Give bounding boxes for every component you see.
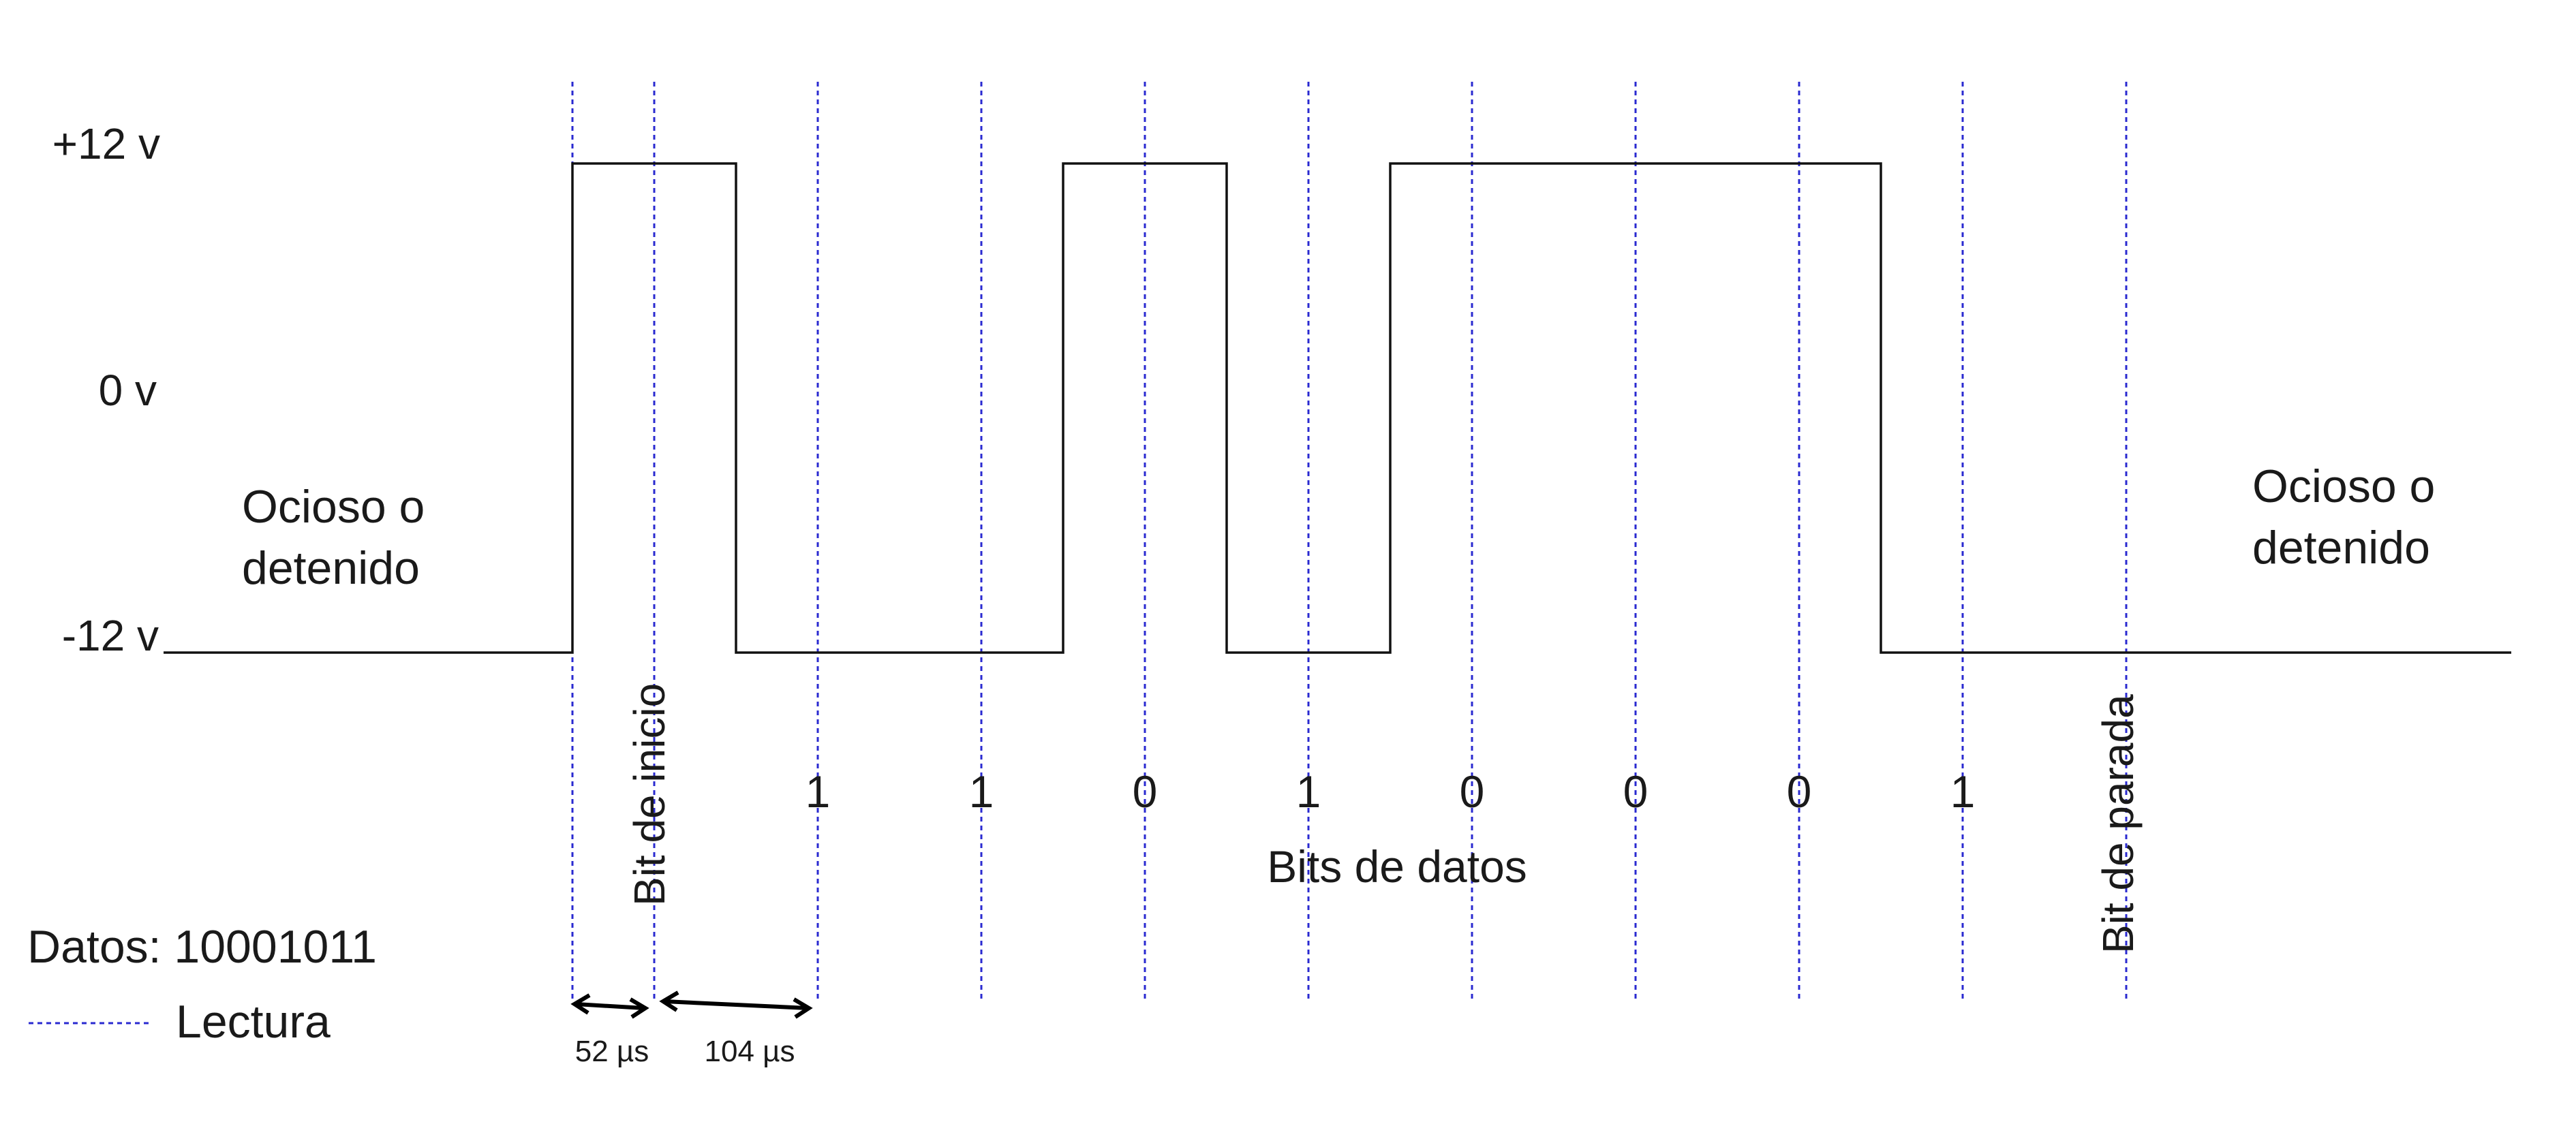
data-bits-label: Bits de datos [1267, 841, 1527, 892]
signal-waveform [164, 162, 2511, 654]
voltage-label-low: -12 v [62, 611, 159, 660]
stop-bit-label: Bit de parada [2094, 694, 2143, 954]
idle-label-left-line-2: detenido [242, 542, 420, 594]
bit-value: 0 [1623, 766, 1649, 817]
bit-value: 1 [806, 766, 831, 817]
bit-value: 1 [969, 766, 994, 817]
read-legend-label: Lectura [176, 996, 331, 1048]
bit-value: 1 [1296, 766, 1321, 817]
bit-value: 0 [1133, 766, 1158, 817]
idle-label-left-line-1: Ocioso o [242, 481, 425, 533]
start-bit-label: Bit de inicio [625, 683, 674, 906]
bit-time-arrow [659, 990, 813, 1019]
idle-label-right-line-2: detenido [2252, 522, 2430, 574]
half-bit-time-label: 52 µs [575, 1035, 649, 1068]
bit-value: 1 [1950, 766, 1976, 817]
bit-values: 1 1 0 1 0 0 0 1 [806, 766, 1976, 817]
voltage-label-high: +12 v [52, 119, 160, 168]
voltage-label-zero: 0 v [99, 366, 157, 415]
bit-value: 0 [1460, 766, 1485, 817]
half-bit-time-arrow [570, 993, 649, 1019]
bit-value: 0 [1787, 766, 1812, 817]
idle-label-right-line-1: Ocioso o [2252, 460, 2435, 512]
data-legend: Datos: 10001011 [27, 921, 377, 973]
read-lines [571, 82, 2128, 1001]
bit-time-label: 104 µs [705, 1035, 795, 1068]
